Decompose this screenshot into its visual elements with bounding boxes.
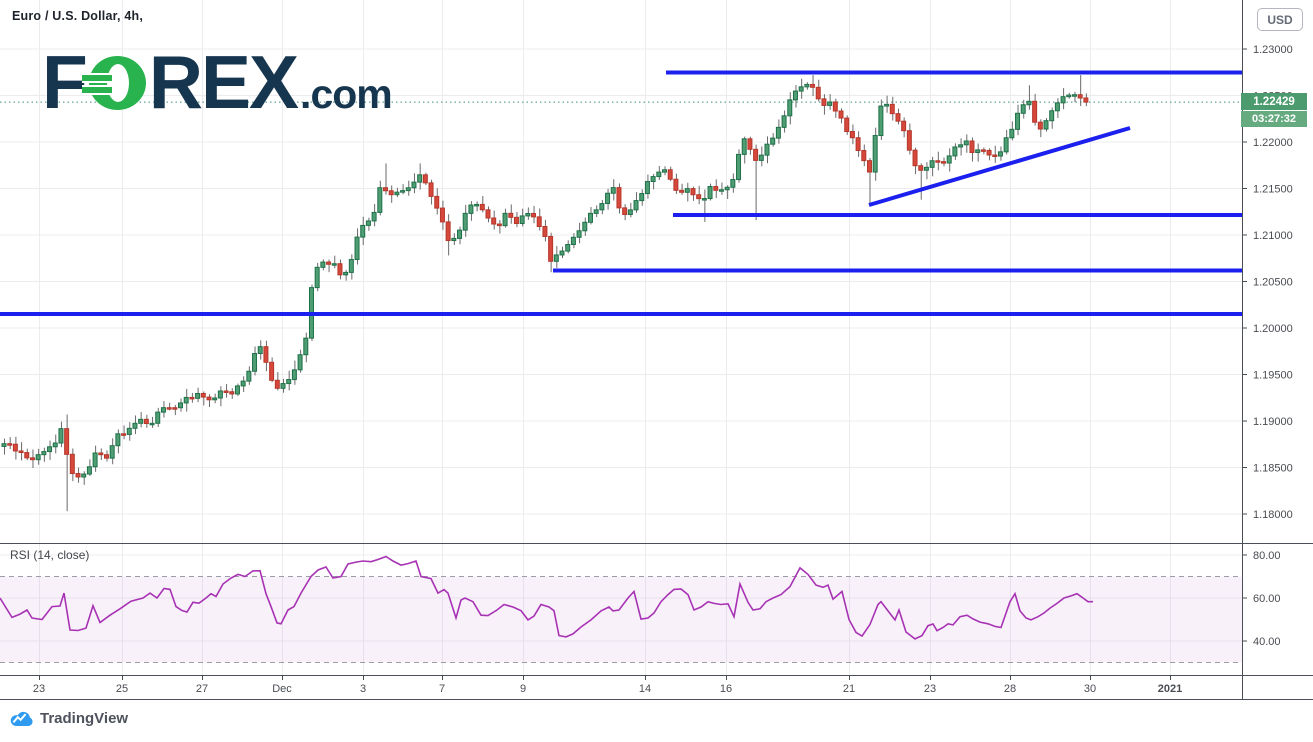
price-axis-label: 1.21000 [1253, 230, 1293, 242]
drawings[interactable] [0, 70, 1242, 316]
pane-borders [0, 0, 1313, 700]
rsi-indicator-label[interactable]: RSI (14, close) [10, 548, 90, 562]
time-axis-label: 23 [33, 683, 45, 695]
price-axis-label: 1.18500 [1253, 463, 1293, 475]
time-axis-label: 2021 [1158, 683, 1182, 695]
price-axis-label: 1.20000 [1253, 323, 1293, 335]
time-axis-label: 23 [924, 683, 936, 695]
time-axis-label: 30 [1084, 683, 1096, 695]
time-axis-label: 3 [360, 683, 366, 695]
price-axis-label: 1.18000 [1253, 509, 1293, 521]
time-axis-label: 27 [196, 683, 208, 695]
tradingview-attribution[interactable]: TradingView [8, 710, 128, 727]
ascending-trend-line[interactable] [868, 126, 1131, 207]
forex-com-watermark: F REX .com [42, 40, 393, 124]
price-axis-label: 1.19500 [1253, 370, 1293, 382]
time-axis[interactable]: 23 25 27 Dec 3 7 9 14 16 21 23 28 30 2021 [33, 675, 1182, 696]
last-price-badge: 1.22429 [1241, 93, 1307, 110]
chart-canvas[interactable]: 1.230001.225001.220001.215001.210001.205… [0, 0, 1313, 700]
rsi-axis-label: 80.00 [1253, 550, 1281, 562]
price-axis-label: 1.19000 [1253, 416, 1293, 428]
watermark-letter-f: F [42, 40, 88, 124]
watermark-letters-rex: REX [148, 40, 299, 124]
candlestick-series [1, 75, 1089, 512]
time-axis-label: 28 [1004, 683, 1016, 695]
time-axis-label: 14 [639, 683, 651, 695]
rsi-line [0, 555, 1093, 640]
symbol-title[interactable]: Euro / U.S. Dollar, 4h, [12, 9, 144, 23]
price-axis-label: 1.20500 [1253, 277, 1293, 289]
time-axis-label: 9 [520, 683, 526, 695]
tradingview-logo-icon [10, 711, 33, 727]
price-axis-label: 1.22000 [1253, 137, 1293, 149]
price-axis[interactable]: 1.230001.225001.220001.215001.210001.205… [1242, 44, 1293, 648]
forex-logo-o-icon [81, 56, 146, 110]
tradingview-brand-text: TradingView [40, 710, 129, 727]
watermark-dot-com: .com [300, 71, 393, 117]
rsi-band [0, 576, 1242, 663]
time-axis-label: 25 [116, 683, 128, 695]
time-axis-label: Dec [272, 683, 292, 695]
currency-usd-badge[interactable]: USD [1257, 8, 1303, 31]
bar-countdown-badge: 03:27:32 [1241, 111, 1307, 127]
rsi-pane [0, 555, 1242, 663]
rsi-axis-label: 60.00 [1253, 593, 1281, 605]
time-axis-label: 16 [720, 683, 732, 695]
price-axis-label: 1.21500 [1253, 184, 1293, 196]
rsi-axis-label: 40.00 [1253, 636, 1281, 648]
price-axis-label: 1.23000 [1253, 44, 1293, 56]
time-axis-label: 7 [439, 683, 445, 695]
time-axis-label: 21 [843, 683, 855, 695]
